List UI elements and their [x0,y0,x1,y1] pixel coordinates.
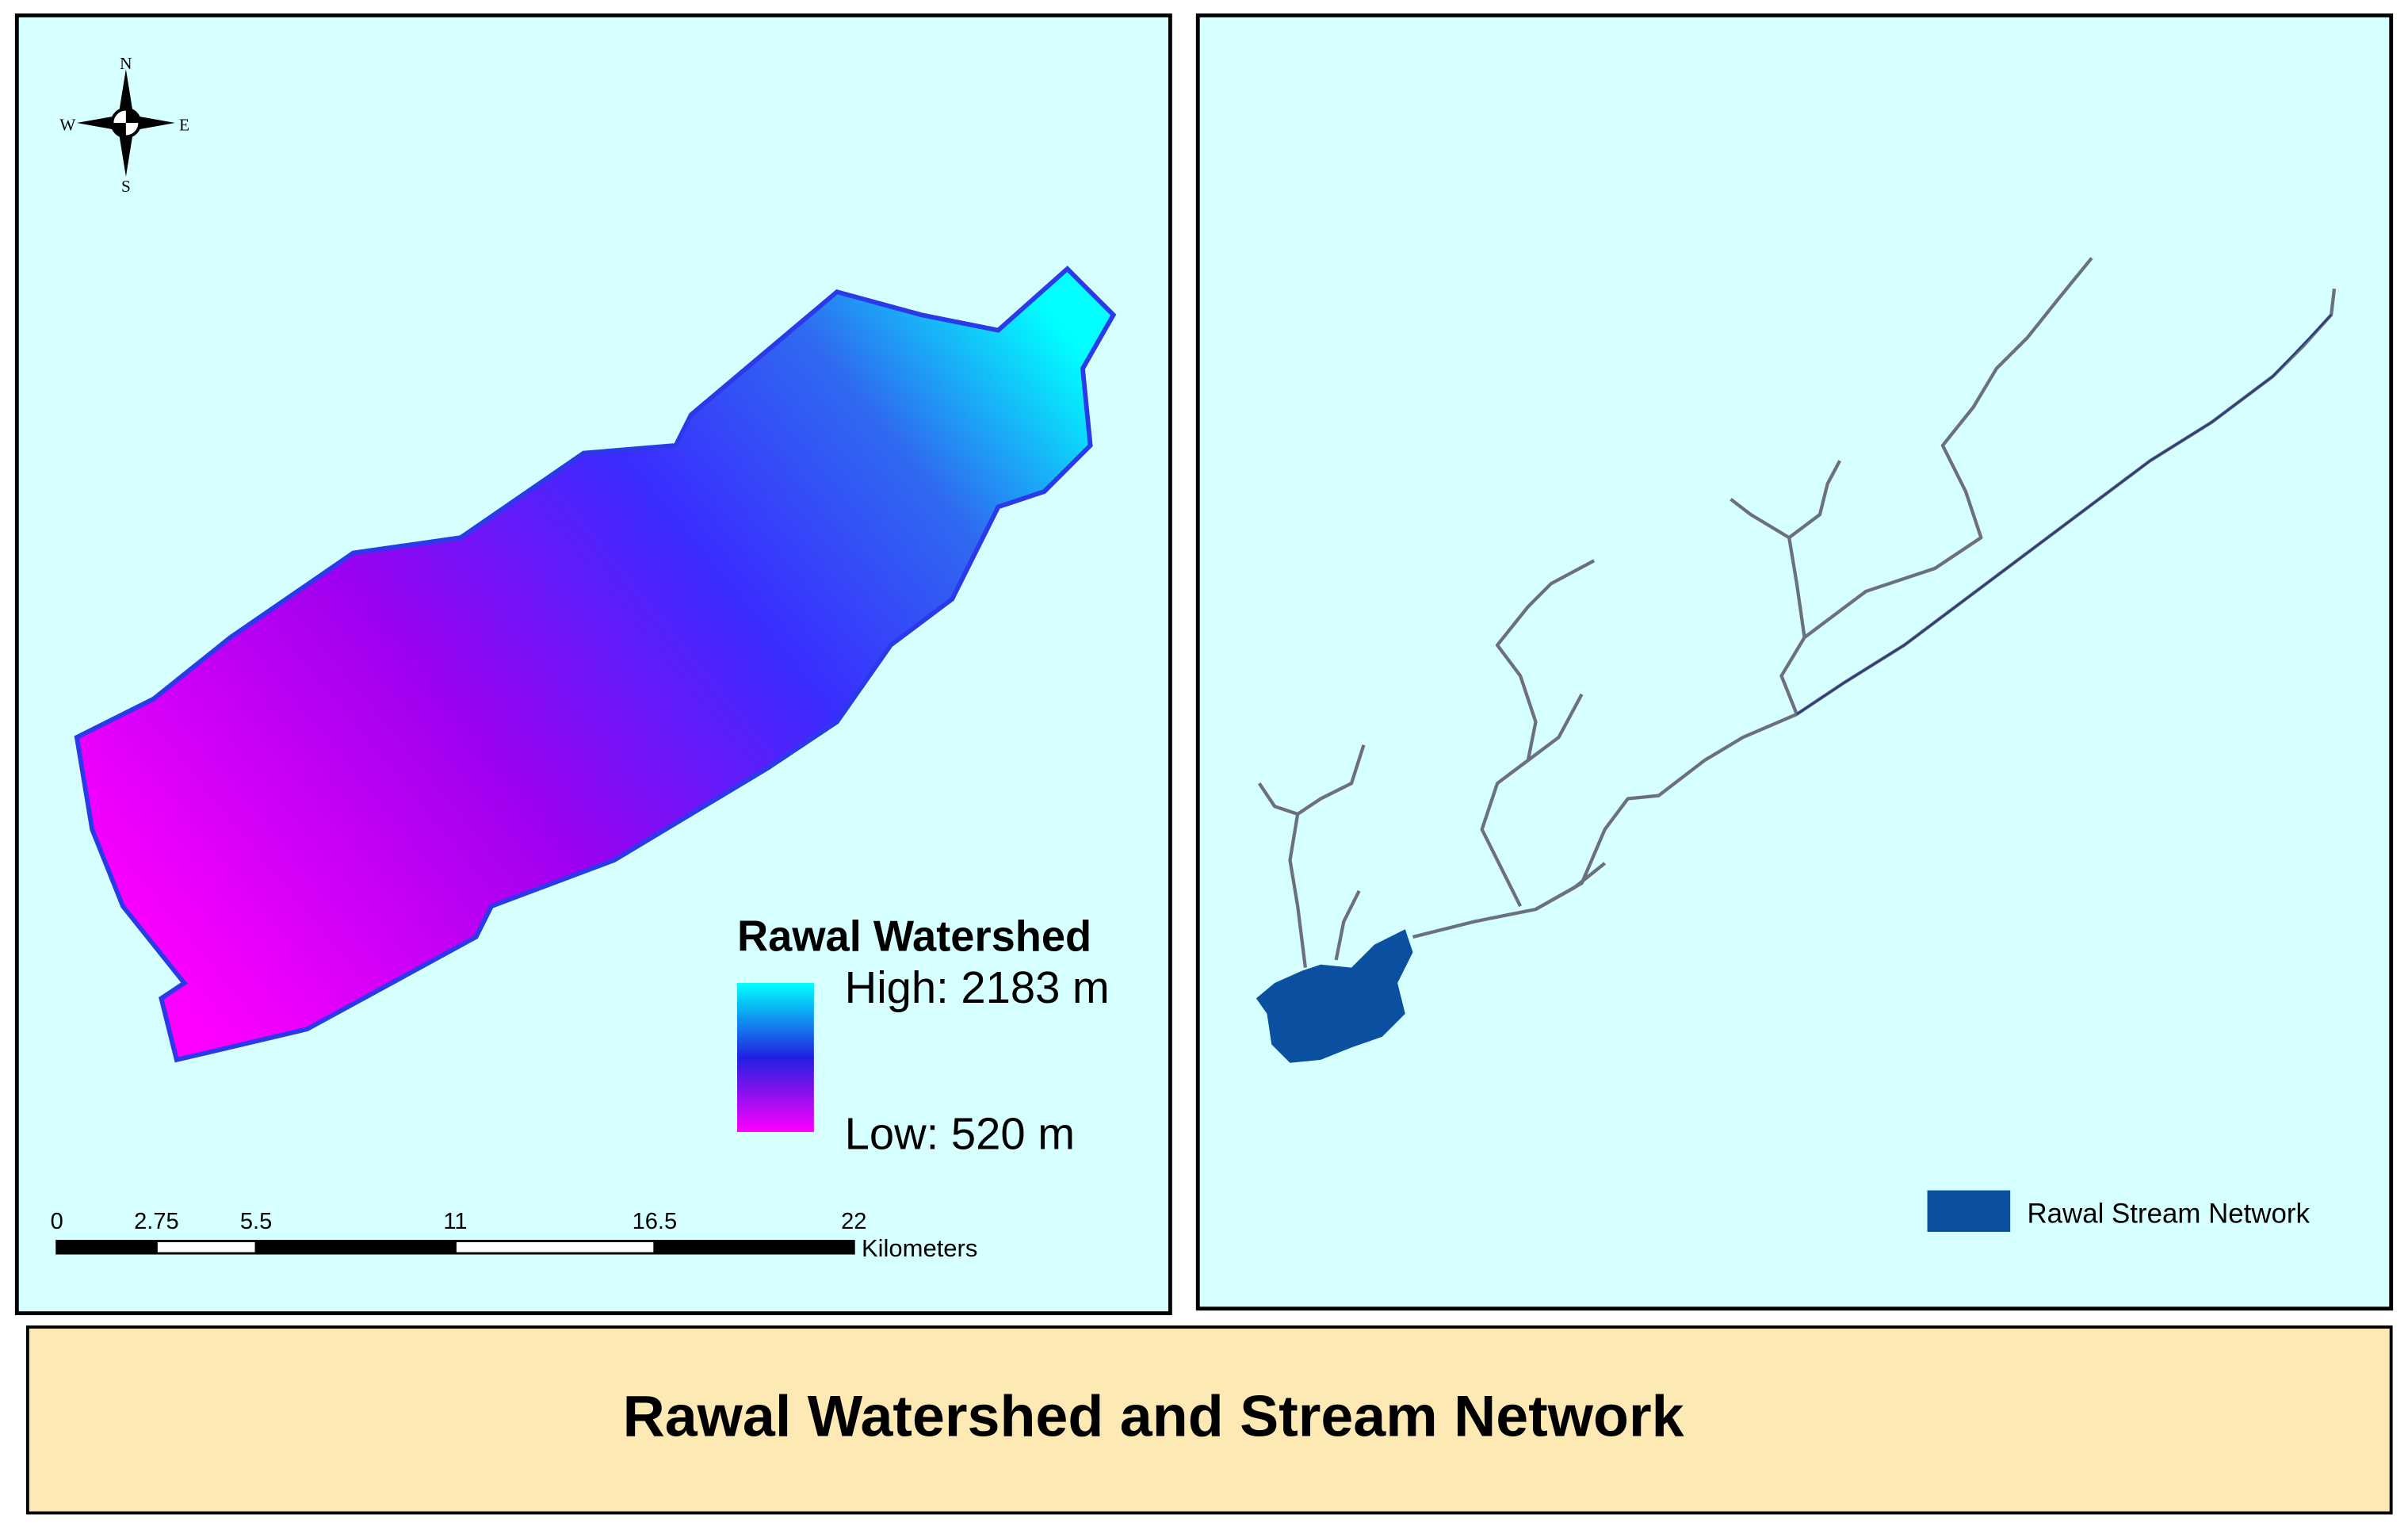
right-frame [1195,13,2394,1311]
stream-network [1257,257,2337,968]
legend-high: High: 2183 m [845,962,1110,1012]
compass-e: E [179,116,189,135]
compass-s: S [121,177,131,196]
title-box [25,1325,2393,1515]
scale-segment [55,1240,158,1255]
legend-title: Rawal Watershed [737,912,1091,960]
watershed-dem [74,266,1117,1063]
north-arrow: N S E W [59,54,189,196]
scale-tick-label: 2.75 [134,1209,179,1234]
main-title: Rawal Watershed and Stream Network [623,1383,1685,1449]
scale-segment [653,1240,855,1255]
scale-tick-label: 16.5 [633,1209,678,1234]
stream-legend-swatch [1927,1190,2011,1232]
scale-segment [454,1240,656,1255]
compass-w: W [59,116,76,135]
legend-ramp [737,983,814,1132]
scale-segment [155,1240,258,1255]
scale-tick-label: 22 [841,1209,866,1234]
scale-tick-label: 11 [443,1209,467,1234]
scale-unit: Kilometers [862,1234,977,1262]
scale-tick-label: 5.5 [240,1209,272,1234]
scale-segment [254,1240,457,1255]
stream-legend-label: Rawal Stream Network [2028,1198,2311,1229]
scale-tick-label: 0 [51,1209,63,1234]
legend-low: Low: 520 m [845,1108,1075,1158]
reservoir [1256,929,1413,1063]
compass-n: N [120,54,132,73]
